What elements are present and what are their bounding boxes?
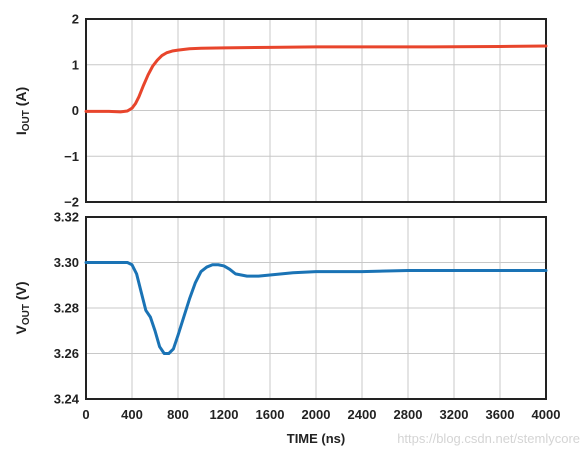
y-tick-label: 0 (72, 103, 79, 118)
vout-grid (86, 217, 546, 399)
y-tick-label: 3.26 (54, 346, 79, 361)
x-tick-label: 2800 (394, 407, 423, 422)
x-tick-label: 3200 (440, 407, 469, 422)
y-tick-label: −1 (64, 149, 79, 164)
y-tick-label: 3.28 (54, 301, 79, 316)
y-tick-label: 2 (72, 12, 79, 27)
x-tick-label: 0 (82, 407, 89, 422)
x-tick-label: 2000 (302, 407, 331, 422)
iout-grid (86, 19, 546, 202)
x-tick-label: 1200 (210, 407, 239, 422)
y-tick-label: 3.24 (54, 392, 80, 407)
x-axis-label: TIME (ns) (287, 431, 346, 446)
iout-panel: 2 1 0 −1 −2 IOUT (A) (13, 12, 548, 210)
x-tick-label: 3600 (486, 407, 515, 422)
x-tick-label: 4000 (532, 407, 561, 422)
vout-y-axis-label: VOUT (V) (13, 281, 32, 334)
watermark-text: https://blog.csdn.net/stemlycore (397, 431, 580, 446)
vout-series-line (84, 261, 548, 355)
x-tick-labels: 0 400 800 1200 1600 2000 2400 2800 3200 3600 4000 (82, 407, 560, 422)
vout-panel: 3.32 3.30 3.28 3.26 3.24 0 400 800 1200 1600 2000… (13, 210, 560, 447)
vout-y-tick-labels: 3.32 3.30 3.28 3.26 3.24 (54, 210, 80, 407)
y-tick-label: 3.32 (54, 210, 79, 225)
y-tick-label: −2 (64, 195, 79, 210)
y-tick-label: 3.30 (54, 255, 79, 270)
y-tick-label: 1 (72, 57, 79, 72)
iout-series-line (84, 44, 548, 114)
x-tick-label: 1600 (256, 407, 285, 422)
x-tick-label: 800 (167, 407, 189, 422)
iout-y-tick-labels: 2 1 0 −1 −2 (64, 12, 79, 210)
iout-y-axis-label: IOUT (A) (13, 87, 32, 135)
x-tick-label: 400 (121, 407, 143, 422)
vout-plot-frame (85, 216, 547, 400)
x-tick-label: 2400 (348, 407, 377, 422)
